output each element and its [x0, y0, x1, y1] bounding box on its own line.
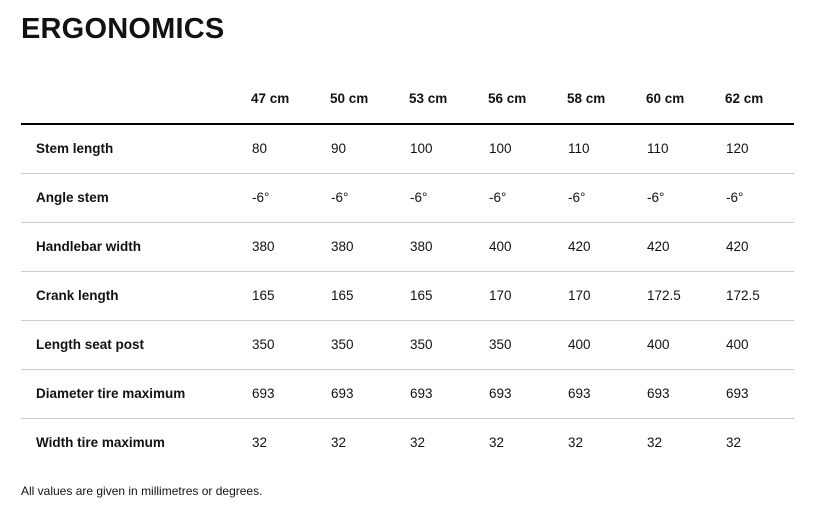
cell-value: 165 — [330, 271, 409, 321]
cell-value: -6° — [567, 173, 646, 223]
cell-value: 350 — [488, 320, 567, 370]
cell-value: 110 — [567, 124, 646, 174]
units-footnote: All values are given in millimetres or d… — [21, 484, 263, 498]
ergonomics-table: 47 cm 50 cm 53 cm 56 cm 58 cm 60 cm 62 cm Stem… — [21, 77, 794, 467]
cell-value: 32 — [489, 435, 505, 451]
table-row: Diameter tire maximum 693 693 693 693 693 693 6… — [21, 369, 794, 419]
cell-value: 32 — [331, 435, 347, 451]
cell-value: 170 — [488, 271, 567, 321]
cell-value: 380 — [330, 222, 409, 272]
table-row: Angle stem -6° -6° -6° -6° -6° -6° -6° — [21, 173, 794, 223]
row-label: Width tire maximum — [36, 435, 165, 451]
cell-value: 90 — [330, 124, 409, 174]
cell-value: 693 — [251, 369, 330, 419]
cell-value: -6° — [330, 173, 409, 223]
cell-value: 80 — [251, 124, 330, 174]
column-header: 58 cm — [567, 77, 646, 125]
cell-value: -6° — [409, 173, 488, 223]
cell-value: -6° — [251, 173, 330, 223]
cell-value: 400 — [488, 222, 567, 272]
table-row: Stem length 80 90 100 100 110 110 120 — [21, 124, 794, 174]
row-label: Handlebar width — [21, 222, 251, 272]
cell-value: 172.5 — [725, 271, 794, 321]
cell-value: 165 — [409, 271, 488, 321]
cell-value: 693 — [488, 369, 567, 419]
column-header: 62 cm — [725, 77, 794, 125]
cell-value: 350 — [330, 320, 409, 370]
cell-value: 165 — [251, 271, 330, 321]
table-row: Length seat post 350 350 350 350 400 400 400 — [21, 320, 794, 370]
table-body: Stem length 80 90 100 100 110 110 120 Angle stem… — [21, 124, 794, 467]
row-label: Length seat post — [21, 320, 251, 370]
column-header: 53 cm — [409, 77, 488, 125]
cell-value: 420 — [725, 222, 794, 272]
cell-value: 350 — [251, 320, 330, 370]
table-row: Crank length 165 165 165 170 170 172.5 172.5 — [21, 271, 794, 321]
cell-value: 693 — [409, 369, 488, 419]
cell-value: 32 — [568, 435, 584, 451]
cell-value: 693 — [646, 369, 725, 419]
cell-value: 400 — [646, 320, 725, 370]
cell-value: 110 — [646, 124, 725, 174]
cell-value: -6° — [488, 173, 567, 223]
cell-value: 170 — [567, 271, 646, 321]
table-header-row: 47 cm 50 cm 53 cm 56 cm 58 cm 60 cm 62 cm — [21, 77, 794, 125]
cell-value: 100 — [488, 124, 567, 174]
cell-value: 350 — [409, 320, 488, 370]
cell-value: 32 — [726, 435, 742, 451]
table-row: Width tire maximum 32 32 32 32 32 32 32 — [21, 418, 794, 467]
cell-value: 120 — [725, 124, 794, 174]
column-header: 47 cm — [251, 77, 330, 125]
cell-value: 32 — [410, 435, 426, 451]
row-label: Angle stem — [21, 173, 251, 223]
cell-value: 100 — [409, 124, 488, 174]
row-label: Diameter tire maximum — [21, 369, 251, 419]
ergonomics-page: ERGONOMICS 47 cm 50 cm 53 cm 56 cm 58 cm 60 c… — [0, 14, 816, 511]
row-label-column-header — [21, 77, 251, 125]
row-label: Stem length — [21, 124, 251, 174]
cell-value: 693 — [725, 369, 794, 419]
cell-value: 380 — [251, 222, 330, 272]
cell-value: 693 — [567, 369, 646, 419]
cell-value: 420 — [646, 222, 725, 272]
cell-value: 400 — [725, 320, 794, 370]
row-label: Crank length — [21, 271, 251, 321]
column-header: 60 cm — [646, 77, 725, 125]
column-header: 56 cm — [488, 77, 567, 125]
cell-value: 32 — [252, 435, 268, 451]
table-row: Handlebar width 380 380 380 400 420 420 420 — [21, 222, 794, 272]
column-header: 50 cm — [330, 77, 409, 125]
cell-value: -6° — [725, 173, 794, 223]
cell-value: 420 — [567, 222, 646, 272]
cell-value: 693 — [330, 369, 409, 419]
cell-value: 172.5 — [646, 271, 725, 321]
cell-value: 32 — [647, 435, 663, 451]
cell-value: 400 — [567, 320, 646, 370]
cell-value: 380 — [409, 222, 488, 272]
page-title: ERGONOMICS — [21, 13, 225, 45]
cell-value: -6° — [646, 173, 725, 223]
